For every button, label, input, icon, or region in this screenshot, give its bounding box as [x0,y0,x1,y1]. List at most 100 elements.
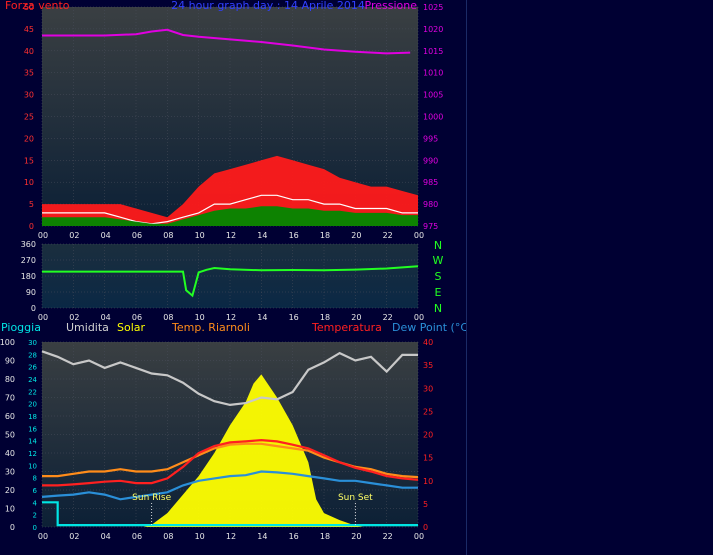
x-tick-label: 00 [414,532,424,541]
y-tick-label: 0 [29,222,34,231]
series-temperatura [42,438,419,487]
temperature-humidity-chart: Pioggia Umidita Solar Temp. Riarnoli Tem… [0,321,472,541]
y-tick-label: 25 [423,407,433,416]
series-speed [42,206,418,226]
y-tick-label: 180 [21,272,36,281]
x-tick-label: 02 [69,231,79,240]
x-tick-label: 12 [226,313,236,322]
y-tick-label: 35 [423,361,433,370]
y-tick-label: 990 [423,156,438,165]
y-tick-label: 20 [5,486,15,495]
y-tick-label: 50 [24,3,34,12]
y-tick-label: 270 [21,256,36,265]
x-tick-label: 06 [132,231,142,240]
compass-n-bottom: N [434,302,442,315]
series-pressione [42,28,411,55]
empty-side-panel [466,0,713,555]
compass-w: W [433,254,444,267]
x-tick-label: 14 [257,532,267,541]
axes: 00 02 04 06 08 10 12 14 16 18 20 22 0005101520253035… [24,3,444,240]
x-tick-label: 12 [226,532,236,541]
y-tick-label: 6 [33,487,38,495]
y-tick-label: 30 [28,339,37,347]
y-tick-label: 10 [5,505,15,514]
x-tick-label: 10 [195,231,205,240]
y-tick-label: 40 [24,47,34,56]
y-tick-label: 5 [29,200,34,209]
x-tick-label: 14 [257,231,267,240]
x-tick-label: 10 [195,532,205,541]
x-tick-label: 06 [132,313,142,322]
x-tick-label: 18 [320,231,330,240]
x-tick-label: 10 [195,313,205,322]
series-average [42,194,418,225]
series-layer [42,28,418,226]
y-tick-label: 985 [423,178,438,187]
x-tick-label: 04 [101,532,111,541]
y-tick-label: 4 [33,499,38,507]
y-tick-label: 1010 [423,69,443,78]
series-gust [42,155,418,226]
x-tick-label: 08 [163,313,173,322]
y-tick-label: 25 [24,113,34,122]
x-tick-label: 00 [38,231,48,240]
y-tick-label: 0 [10,523,15,532]
y-tick-label: 20 [423,431,433,440]
x-tick-label: 14 [257,313,267,322]
y-tick-label: 30 [5,468,15,477]
legend-solar: Solar [117,321,146,334]
y-tick-label: 0 [33,524,37,532]
sunrise-label: Sun Rise [132,493,171,503]
x-tick-label: 08 [163,532,173,541]
series-layer [41,350,419,527]
y-tick-label: 0 [423,523,428,532]
y-tick-label: 16 [28,425,37,433]
x-tick-label: 20 [351,532,361,541]
y-tick-label: 995 [423,134,438,143]
y-tick-label: 15 [24,156,34,165]
y-tick-label: 5 [423,500,428,509]
y-tick-label: 40 [5,449,15,458]
x-tick-label: 02 [69,532,79,541]
y-tick-label: 1005 [423,91,443,100]
legend-pioggia: Pioggia [1,321,41,334]
plot-area [42,244,418,308]
series-pioggia [42,501,418,527]
series-solar [143,374,364,527]
y-tick-label: 60 [5,412,15,421]
x-tick-label: 22 [383,313,393,322]
y-tick-label: 10 [423,477,433,486]
compass-n-top: N [434,239,442,252]
y-tick-label: 1015 [423,47,443,56]
y-tick-label: 28 [28,351,37,359]
y-tick-label: 90 [5,357,15,366]
x-tick-label: 00 [38,313,48,322]
y-tick-label: 45 [24,25,34,34]
y-tick-label: 100 [0,338,15,347]
x-tick-label: 20 [351,313,361,322]
y-tick-label: 360 [21,240,36,249]
y-tick-label: 35 [24,69,34,78]
annotations: Sun Rise Sun Set [132,493,373,527]
legend-umidita: Umidita [66,321,109,334]
y-tick-label: 10 [24,178,34,187]
series-umidita [41,350,418,407]
x-tick-label: 00 [414,313,424,322]
x-tick-label: 04 [101,313,111,322]
x-tick-label: 00 [38,532,48,541]
series-direction [42,265,419,298]
legend-temperatura: Temperatura [311,321,382,334]
y-tick-label: 1020 [423,25,443,34]
y-tick-label: 40 [423,338,433,347]
chart-title: 24 hour graph day : 14 Aprile 2014 [171,0,365,12]
y-tick-label: 80 [5,375,15,384]
y-tick-label: 14 [28,438,37,446]
x-tick-label: 06 [132,532,142,541]
y-tick-label: 1000 [423,113,443,122]
x-tick-label: 16 [289,532,299,541]
series-dew-point-c- [41,470,418,501]
pressure-axis-label: Pressione [365,0,418,12]
y-tick-label: 980 [423,200,438,209]
